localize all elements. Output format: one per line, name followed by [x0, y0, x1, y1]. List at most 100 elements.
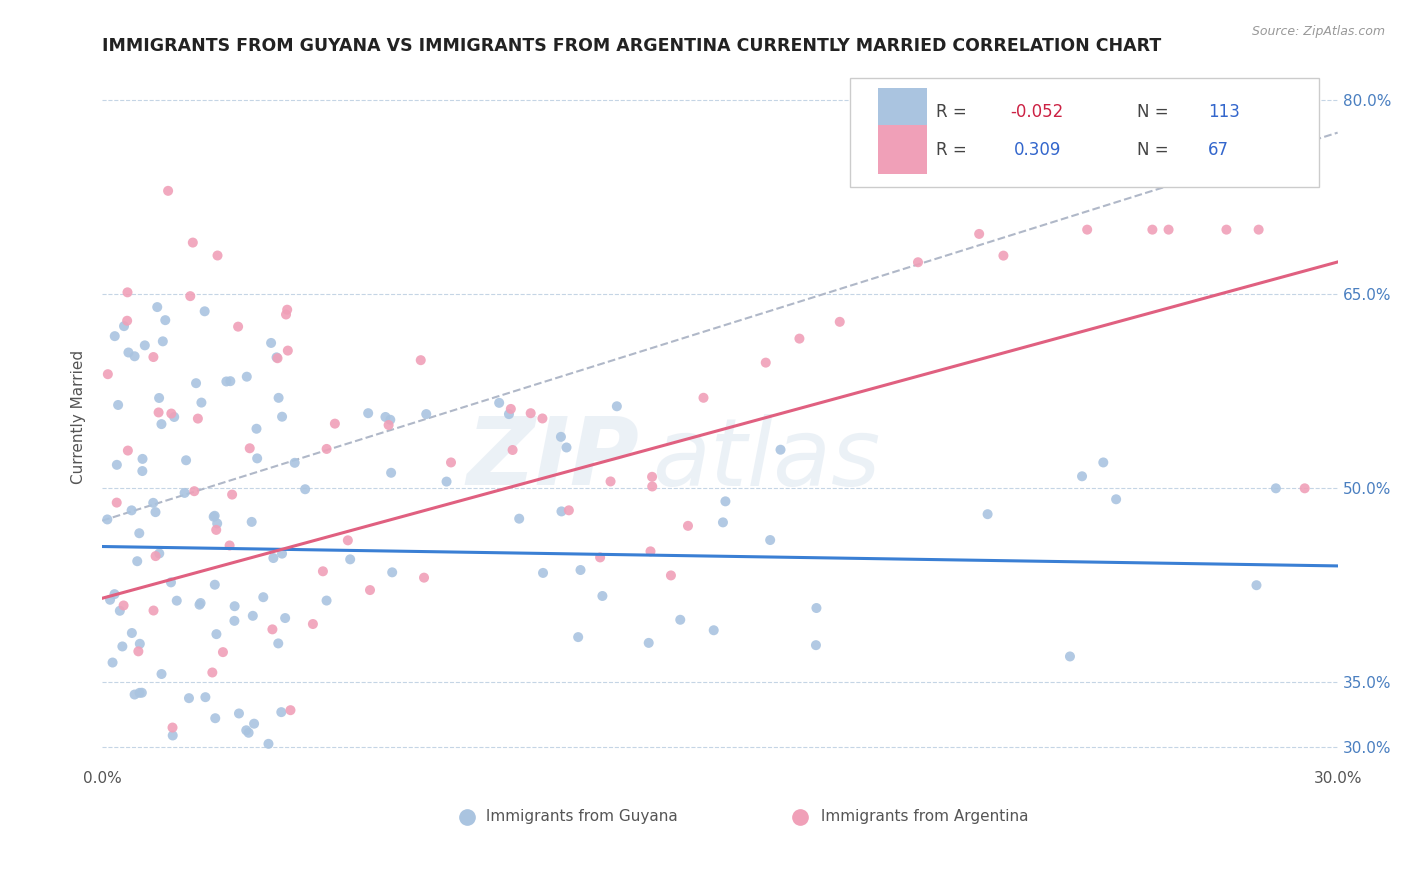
Point [606, 399, 628, 413]
Point [550, 504, 572, 518]
Point [499, 401, 522, 416]
Point [160, 407, 183, 421]
Point [336, 533, 359, 548]
Point [641, 479, 664, 493]
Point [488, 396, 510, 410]
Point [190, 596, 212, 610]
Point [1246, 578, 1268, 592]
Point [359, 583, 381, 598]
Point [1294, 481, 1316, 495]
Point [162, 729, 184, 743]
Point [128, 686, 150, 700]
Point [187, 411, 209, 425]
Point [146, 300, 169, 314]
Point [302, 617, 325, 632]
Text: IMMIGRANTS FROM GUYANA VS IMMIGRANTS FROM ARGENTINA CURRENTLY MARRIED CORRELATIO: IMMIGRANTS FROM GUYANA VS IMMIGRANTS FRO… [103, 37, 1161, 55]
Point [98, 592, 121, 607]
Point [202, 509, 225, 524]
Point [124, 688, 146, 702]
Point [637, 636, 659, 650]
Point [173, 486, 195, 500]
Point [174, 453, 197, 467]
Point [714, 494, 737, 508]
Point [703, 624, 725, 638]
Point [277, 343, 299, 358]
Point [150, 417, 173, 431]
Point [440, 455, 463, 469]
Point [806, 601, 828, 615]
Text: 67: 67 [1208, 141, 1229, 159]
Point [205, 516, 228, 531]
Point [828, 315, 851, 329]
Text: N =: N = [1137, 103, 1174, 121]
Point [204, 711, 226, 725]
Point [117, 443, 139, 458]
Point [131, 464, 153, 478]
Point [204, 508, 226, 523]
Text: atlas: atlas [652, 414, 880, 505]
Point [271, 547, 294, 561]
Point [108, 604, 131, 618]
Point [177, 691, 200, 706]
Point [111, 640, 134, 654]
Point [274, 308, 297, 322]
Point [1157, 222, 1180, 236]
Point [224, 614, 246, 628]
Point [550, 430, 572, 444]
Text: Source: ZipAtlas.com: Source: ZipAtlas.com [1251, 25, 1385, 38]
Point [121, 626, 143, 640]
Point [555, 441, 578, 455]
Point [240, 515, 263, 529]
Point [599, 475, 621, 489]
Point [508, 511, 530, 525]
Point [96, 512, 118, 526]
Point [142, 496, 165, 510]
Text: 0.309: 0.309 [1014, 141, 1062, 159]
Point [239, 442, 262, 456]
Point [323, 417, 346, 431]
Point [201, 665, 224, 680]
Point [194, 690, 217, 705]
Point [128, 526, 150, 541]
Point [1215, 222, 1237, 236]
Point [183, 484, 205, 499]
Point [755, 356, 778, 370]
Point [128, 637, 150, 651]
Text: Immigrants from Argentina: Immigrants from Argentina [817, 809, 1029, 824]
Point [967, 227, 990, 241]
Point [907, 255, 929, 269]
Point [221, 487, 243, 501]
Point [163, 409, 186, 424]
Point [127, 644, 149, 658]
Point [380, 413, 402, 427]
Point [238, 725, 260, 739]
Point [409, 353, 432, 368]
Point [276, 302, 298, 317]
FancyBboxPatch shape [879, 87, 928, 136]
Point [127, 554, 149, 568]
Point [640, 544, 662, 558]
Point [242, 608, 264, 623]
Point [374, 409, 396, 424]
Point [218, 539, 240, 553]
Point [1059, 649, 1081, 664]
Point [769, 442, 792, 457]
Point [591, 589, 613, 603]
Point [148, 405, 170, 419]
Point [1092, 455, 1115, 469]
Point [105, 458, 128, 472]
Point [134, 338, 156, 352]
Point [262, 623, 284, 637]
Point [267, 391, 290, 405]
Point [215, 375, 238, 389]
Point [228, 706, 250, 721]
Point [107, 398, 129, 412]
Point [224, 599, 246, 614]
Point [339, 552, 361, 566]
Point [205, 523, 228, 537]
Point [145, 549, 167, 563]
Point [312, 564, 335, 578]
Point [315, 442, 337, 456]
Point [142, 350, 165, 364]
Point [117, 345, 139, 359]
